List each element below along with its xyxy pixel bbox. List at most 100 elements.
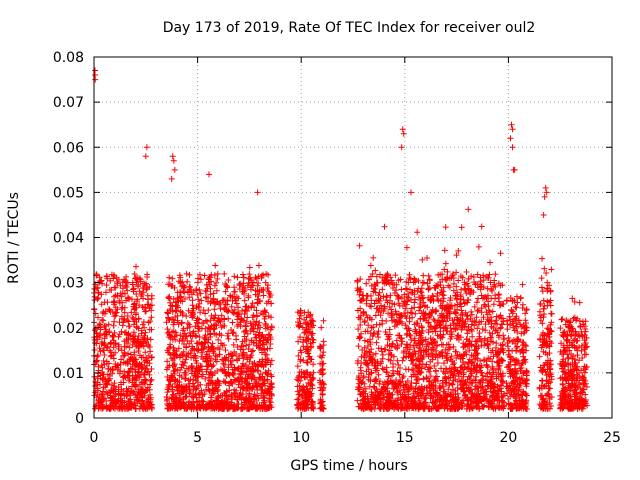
data-point bbox=[448, 302, 455, 309]
data-point bbox=[96, 321, 103, 328]
data-point bbox=[395, 370, 402, 377]
data-point bbox=[255, 262, 262, 269]
data-point bbox=[164, 358, 171, 365]
data-point bbox=[218, 324, 225, 331]
data-point bbox=[542, 349, 549, 356]
data-point bbox=[189, 380, 196, 387]
data-point bbox=[254, 189, 261, 196]
data-point bbox=[397, 334, 404, 341]
data-point bbox=[487, 279, 494, 286]
data-point bbox=[183, 270, 190, 277]
data-point bbox=[455, 277, 462, 284]
data-point bbox=[180, 348, 187, 355]
data-point bbox=[450, 270, 457, 277]
data-point bbox=[234, 365, 241, 372]
data-point bbox=[539, 320, 546, 327]
data-point bbox=[472, 373, 479, 380]
data-point bbox=[133, 310, 140, 317]
data-point bbox=[385, 310, 392, 317]
data-point bbox=[499, 393, 506, 400]
data-point bbox=[255, 361, 262, 368]
data-point bbox=[303, 314, 310, 321]
data-point bbox=[297, 307, 304, 314]
data-point bbox=[117, 390, 124, 397]
data-point bbox=[464, 336, 471, 343]
data-point bbox=[398, 286, 405, 293]
data-point bbox=[205, 276, 212, 283]
data-point bbox=[198, 297, 205, 304]
data-point bbox=[174, 390, 181, 397]
data-point bbox=[399, 357, 406, 364]
data-point bbox=[250, 325, 257, 332]
data-point bbox=[304, 388, 311, 395]
data-point bbox=[112, 388, 119, 395]
data-point bbox=[239, 307, 246, 314]
data-point bbox=[168, 175, 175, 182]
data-point bbox=[464, 363, 471, 370]
data-point bbox=[169, 153, 176, 160]
data-point bbox=[109, 400, 116, 407]
data-point bbox=[514, 299, 521, 306]
data-point bbox=[365, 322, 372, 329]
data-point bbox=[133, 274, 140, 281]
data-point bbox=[464, 312, 471, 319]
data-point bbox=[266, 290, 273, 297]
data-point bbox=[477, 274, 484, 281]
data-point bbox=[188, 354, 195, 361]
data-point bbox=[123, 284, 130, 291]
data-point bbox=[262, 279, 269, 286]
data-point bbox=[371, 329, 378, 336]
data-point bbox=[171, 333, 178, 340]
data-point bbox=[559, 381, 566, 388]
data-point bbox=[372, 350, 379, 357]
data-point bbox=[297, 402, 304, 409]
data-point bbox=[492, 405, 499, 412]
data-point bbox=[239, 338, 246, 345]
data-point bbox=[424, 255, 431, 262]
data-point bbox=[142, 405, 149, 412]
data-point bbox=[583, 343, 590, 350]
data-point bbox=[148, 365, 155, 372]
data-point bbox=[404, 344, 411, 351]
data-point bbox=[92, 405, 99, 412]
data-point bbox=[378, 307, 385, 314]
data-point bbox=[320, 381, 327, 388]
data-point bbox=[207, 331, 214, 338]
data-point bbox=[425, 319, 432, 326]
data-point bbox=[520, 330, 527, 337]
data-point bbox=[109, 370, 116, 377]
data-point bbox=[98, 291, 105, 298]
data-point bbox=[468, 370, 475, 377]
data-point bbox=[490, 384, 497, 391]
data-point bbox=[212, 312, 219, 319]
data-point bbox=[582, 391, 589, 398]
data-point bbox=[179, 312, 186, 319]
data-point bbox=[424, 280, 431, 287]
data-point bbox=[103, 389, 110, 396]
data-point bbox=[214, 275, 221, 282]
data-point bbox=[469, 389, 476, 396]
data-point bbox=[564, 331, 571, 338]
data-point bbox=[540, 305, 547, 312]
data-point bbox=[374, 388, 381, 395]
data-point bbox=[468, 273, 475, 280]
data-point bbox=[465, 283, 472, 290]
data-point bbox=[506, 353, 513, 360]
data-point bbox=[188, 370, 195, 377]
data-point bbox=[475, 343, 482, 350]
data-point bbox=[465, 397, 472, 404]
data-point bbox=[407, 382, 414, 389]
data-point bbox=[576, 404, 583, 411]
data-point bbox=[250, 321, 257, 328]
data-point bbox=[177, 352, 184, 359]
data-point bbox=[485, 275, 492, 282]
data-point bbox=[243, 303, 250, 310]
data-point bbox=[209, 379, 216, 386]
data-point bbox=[434, 378, 441, 385]
data-point bbox=[500, 318, 507, 325]
data-point bbox=[394, 319, 401, 326]
data-point bbox=[197, 290, 204, 297]
data-point bbox=[410, 356, 417, 363]
data-point bbox=[467, 372, 474, 379]
